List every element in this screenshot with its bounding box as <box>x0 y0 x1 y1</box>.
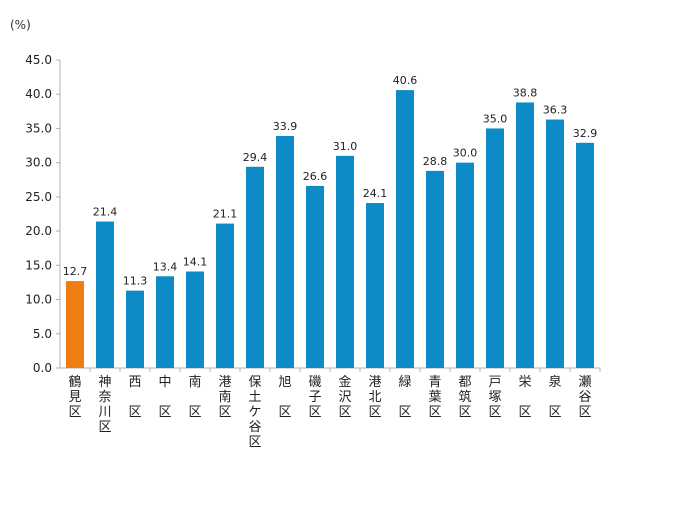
data-label: 33.9 <box>273 120 298 133</box>
bar <box>516 102 534 369</box>
bar <box>246 166 264 368</box>
bar <box>576 142 594 368</box>
bar <box>426 170 444 368</box>
category-label: 港北区 <box>368 375 381 420</box>
y-tick-label: 10.0 <box>25 293 52 307</box>
category-label: 中 区 <box>158 375 171 420</box>
category-label: 磯子区 <box>308 375 321 420</box>
category-label: 戸塚区 <box>488 375 501 420</box>
y-tick-label: 15.0 <box>25 258 52 272</box>
data-label: 32.9 <box>573 127 598 140</box>
category-label: 南 区 <box>188 374 201 420</box>
data-label: 29.4 <box>243 151 268 164</box>
y-tick-label: 20.0 <box>25 224 52 238</box>
category-label: 保土ケ谷区 <box>248 375 261 450</box>
bar <box>306 185 324 368</box>
bar <box>546 119 564 369</box>
bar <box>276 135 294 368</box>
data-label: 21.4 <box>93 206 118 219</box>
category-label: 西 区 <box>128 375 141 420</box>
bar <box>456 162 474 368</box>
category-label: 鶴見区 <box>68 374 81 420</box>
data-label: 21.1 <box>213 208 238 221</box>
data-label: 40.6 <box>393 74 418 87</box>
y-axis-unit-label: (%) <box>10 18 31 32</box>
data-label: 14.1 <box>183 255 208 268</box>
bar <box>396 90 414 369</box>
data-label: 11.3 <box>123 275 148 288</box>
category-label: 旭 区 <box>278 375 291 420</box>
y-tick-label: 30.0 <box>25 156 52 170</box>
category-label: 栄 区 <box>518 375 531 420</box>
category-label: 港南区 <box>218 375 231 420</box>
y-tick-label: 45.0 <box>25 53 52 67</box>
data-label: 30.0 <box>453 147 478 160</box>
bar <box>486 128 504 368</box>
bar <box>96 221 114 368</box>
category-label: 瀬谷区 <box>578 375 591 420</box>
category-label: 緑 区 <box>398 375 411 420</box>
bar <box>126 290 144 368</box>
category-label: 青葉区 <box>428 375 441 420</box>
data-label: 31.0 <box>333 140 358 153</box>
bar <box>216 223 234 368</box>
y-tick-label: 25.0 <box>25 190 52 204</box>
y-tick-label: 0.0 <box>33 361 52 375</box>
y-tick-label: 35.0 <box>25 121 52 135</box>
bar <box>336 155 354 368</box>
bar <box>366 203 384 368</box>
category-label: 都筑区 <box>458 375 471 420</box>
y-tick-label: 5.0 <box>33 327 52 341</box>
category-label: 泉 区 <box>548 374 561 420</box>
bar <box>186 271 204 368</box>
bar <box>66 281 84 368</box>
data-label: 35.0 <box>483 112 508 125</box>
data-label: 26.6 <box>303 170 328 183</box>
category-label: 神奈川区 <box>98 375 111 435</box>
data-label: 13.4 <box>153 260 178 273</box>
data-label: 24.1 <box>363 187 388 200</box>
data-label: 12.7 <box>63 265 88 278</box>
data-label: 28.8 <box>423 155 448 168</box>
bar <box>156 276 174 368</box>
category-label: 金沢区 <box>338 374 351 420</box>
data-label: 36.3 <box>543 104 568 117</box>
y-tick-label: 40.0 <box>25 87 52 101</box>
data-label: 38.8 <box>513 86 538 99</box>
